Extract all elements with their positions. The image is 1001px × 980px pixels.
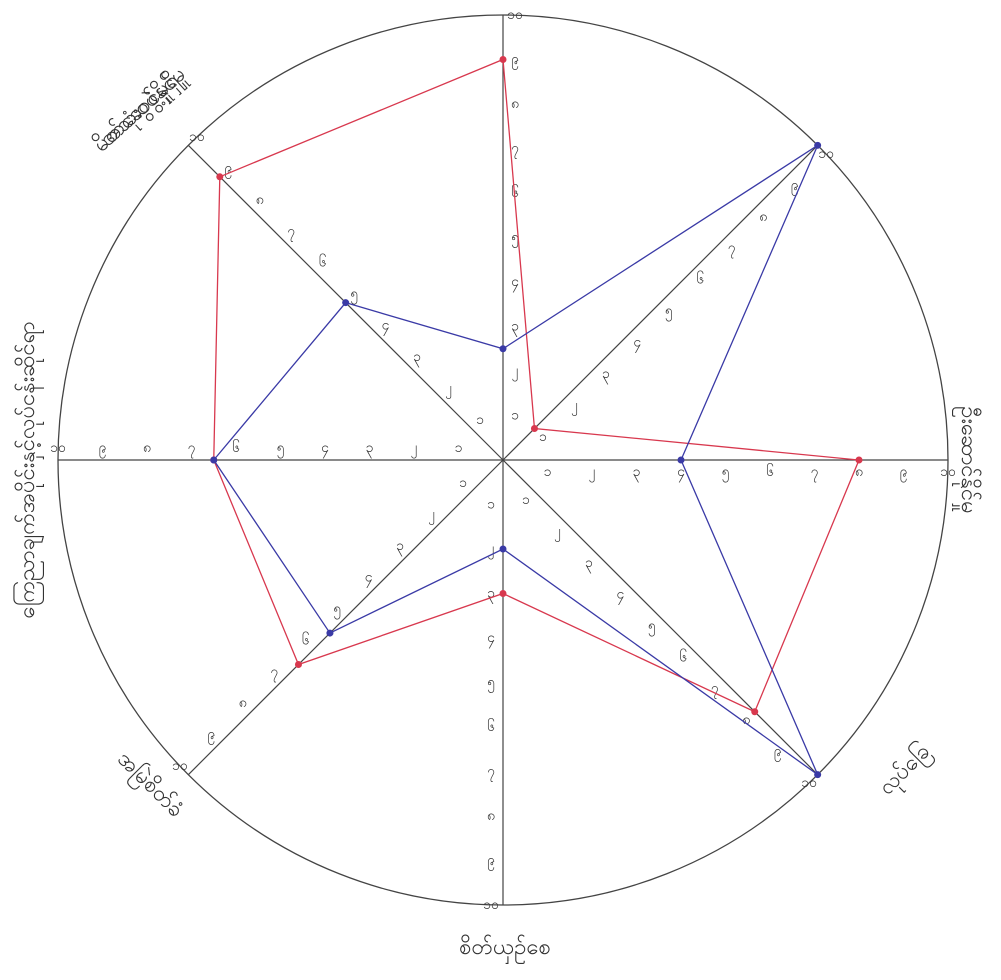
tick-label: ၈ — [143, 440, 151, 456]
tick-label: ၆ — [487, 719, 495, 735]
tick-label: ၅ — [665, 303, 673, 321]
tick-label: ၂ — [512, 363, 519, 381]
tick-label: ၄ — [616, 586, 624, 604]
tick-label: ၉ — [900, 464, 908, 482]
tick-label: ၄ — [321, 440, 329, 458]
tick-label: ၂ — [445, 381, 452, 399]
tick-label: ၆ — [766, 464, 774, 480]
data-point — [342, 299, 349, 306]
data-point — [814, 142, 821, 149]
tick-label: ၇ — [270, 664, 278, 682]
tick-label: ၆ — [302, 632, 310, 648]
tick-label: ၃ — [366, 440, 374, 458]
axis-label: ကြေညာချက်အပိုင်းနှင့်လုပ်ငန်းဆိုင်ရာ — [13, 322, 45, 619]
tick-label: ၇ — [711, 681, 719, 699]
data-point — [678, 457, 685, 464]
tick-label: ၁၀ — [172, 758, 188, 774]
tick-label: ၂ — [554, 523, 561, 541]
tick-label: ၄ — [365, 569, 373, 587]
tick-label: ၈ — [239, 695, 247, 711]
data-point — [216, 173, 223, 180]
tick-label: ၄ — [633, 335, 641, 353]
tick-label: ၉ — [511, 52, 519, 70]
data-point — [500, 546, 507, 553]
tick-label: ၈ — [256, 192, 264, 208]
tick-label: ၆ — [679, 649, 687, 665]
tick-label: ၁၀ — [801, 775, 817, 791]
tick-label: ၇ — [487, 764, 495, 782]
axis-line — [503, 145, 818, 460]
tick-label: ၁ — [544, 464, 552, 480]
data-point — [326, 630, 333, 637]
tick-label: ၁ — [511, 408, 519, 424]
data-point — [814, 771, 821, 778]
tick-label: ၅ — [487, 675, 495, 693]
tick-label: ၉ — [224, 160, 232, 178]
tick-label: ၉ — [207, 727, 215, 745]
tick-label: ၇ — [511, 141, 519, 159]
tick-label: ၁ — [459, 475, 467, 491]
chart: ၁၂၃၄၅၆၇၈၉၁၀၁၂၃၄၅၆၇၈၉၁၀၁၂၃၄၅၆၇၈၉၁၀၁၂၃၄၅၆၇… — [0, 0, 1001, 980]
axis-label: လုပ်ခြေ — [873, 738, 938, 803]
tick-label: ၃ — [396, 538, 404, 556]
series-line — [214, 60, 859, 712]
tick-label: ၅ — [722, 464, 730, 482]
tick-label: ၂ — [428, 506, 435, 524]
tick-label: ၂ — [411, 440, 418, 458]
tick-label: ၄ — [487, 630, 495, 648]
data-point — [500, 590, 507, 597]
tick-label: ၆ — [232, 440, 240, 456]
tick-label: ၄ — [382, 318, 390, 336]
data-point — [751, 708, 758, 715]
tick-label: ၅ — [648, 618, 656, 636]
axis-label: အသုံးဝင်မှုရှိ — [95, 67, 188, 155]
tick-label: ၁၀ — [483, 897, 499, 913]
data-point — [295, 661, 302, 668]
tick-label: ၉ — [99, 440, 107, 458]
tick-label: ၁ — [539, 429, 547, 445]
data-point — [500, 56, 507, 63]
tick-label: ၅ — [350, 286, 358, 304]
data-point — [210, 457, 217, 464]
tick-label: ၂ — [589, 464, 596, 482]
axis-line — [503, 460, 818, 775]
tick-label: ၁ — [487, 497, 495, 513]
tick-label: ၁ — [455, 440, 463, 456]
tick-label: ၁၀ — [818, 146, 834, 162]
tick-label: ၁ — [476, 412, 484, 428]
tick-label: ၅ — [277, 440, 285, 458]
tick-label: ၃ — [511, 319, 519, 337]
tick-label: ၈ — [511, 96, 519, 112]
tick-label: ၁၀ — [507, 7, 523, 23]
tick-label: ၅ — [333, 601, 341, 619]
tick-label: ၂ — [571, 398, 578, 416]
tick-label: ၄ — [511, 274, 519, 292]
data-point — [856, 457, 863, 464]
tick-label: ၉ — [487, 853, 495, 871]
tick-label: ၇ — [811, 464, 819, 482]
tick-label: ၇ — [188, 440, 196, 458]
tick-label: ၈ — [759, 209, 767, 225]
tick-label: ၁၀ — [189, 129, 205, 145]
tick-label: ၈ — [487, 808, 495, 824]
tick-label: ၃ — [413, 349, 421, 367]
tick-label: ၁၀ — [50, 440, 66, 456]
data-point — [500, 345, 507, 352]
data-point — [531, 425, 538, 432]
axis-label: စိတ်ယှဉ်စေ — [459, 934, 551, 965]
tick-label: ၃ — [487, 586, 495, 604]
axis-line — [188, 460, 503, 775]
tick-label: ၆ — [319, 255, 327, 271]
tick-label: ၃ — [602, 366, 610, 384]
tick-label: ၃ — [633, 464, 641, 482]
tick-label: ၇ — [287, 223, 295, 241]
tick-label: ၇ — [728, 240, 736, 258]
axis-label: ဦးဆောင်နိုင်မှု — [952, 406, 982, 514]
tick-label: ၆ — [696, 272, 704, 288]
tick-label: ၁ — [522, 492, 530, 508]
tick-label: ၁၀ — [940, 464, 956, 480]
tick-label: ၃ — [585, 555, 593, 573]
